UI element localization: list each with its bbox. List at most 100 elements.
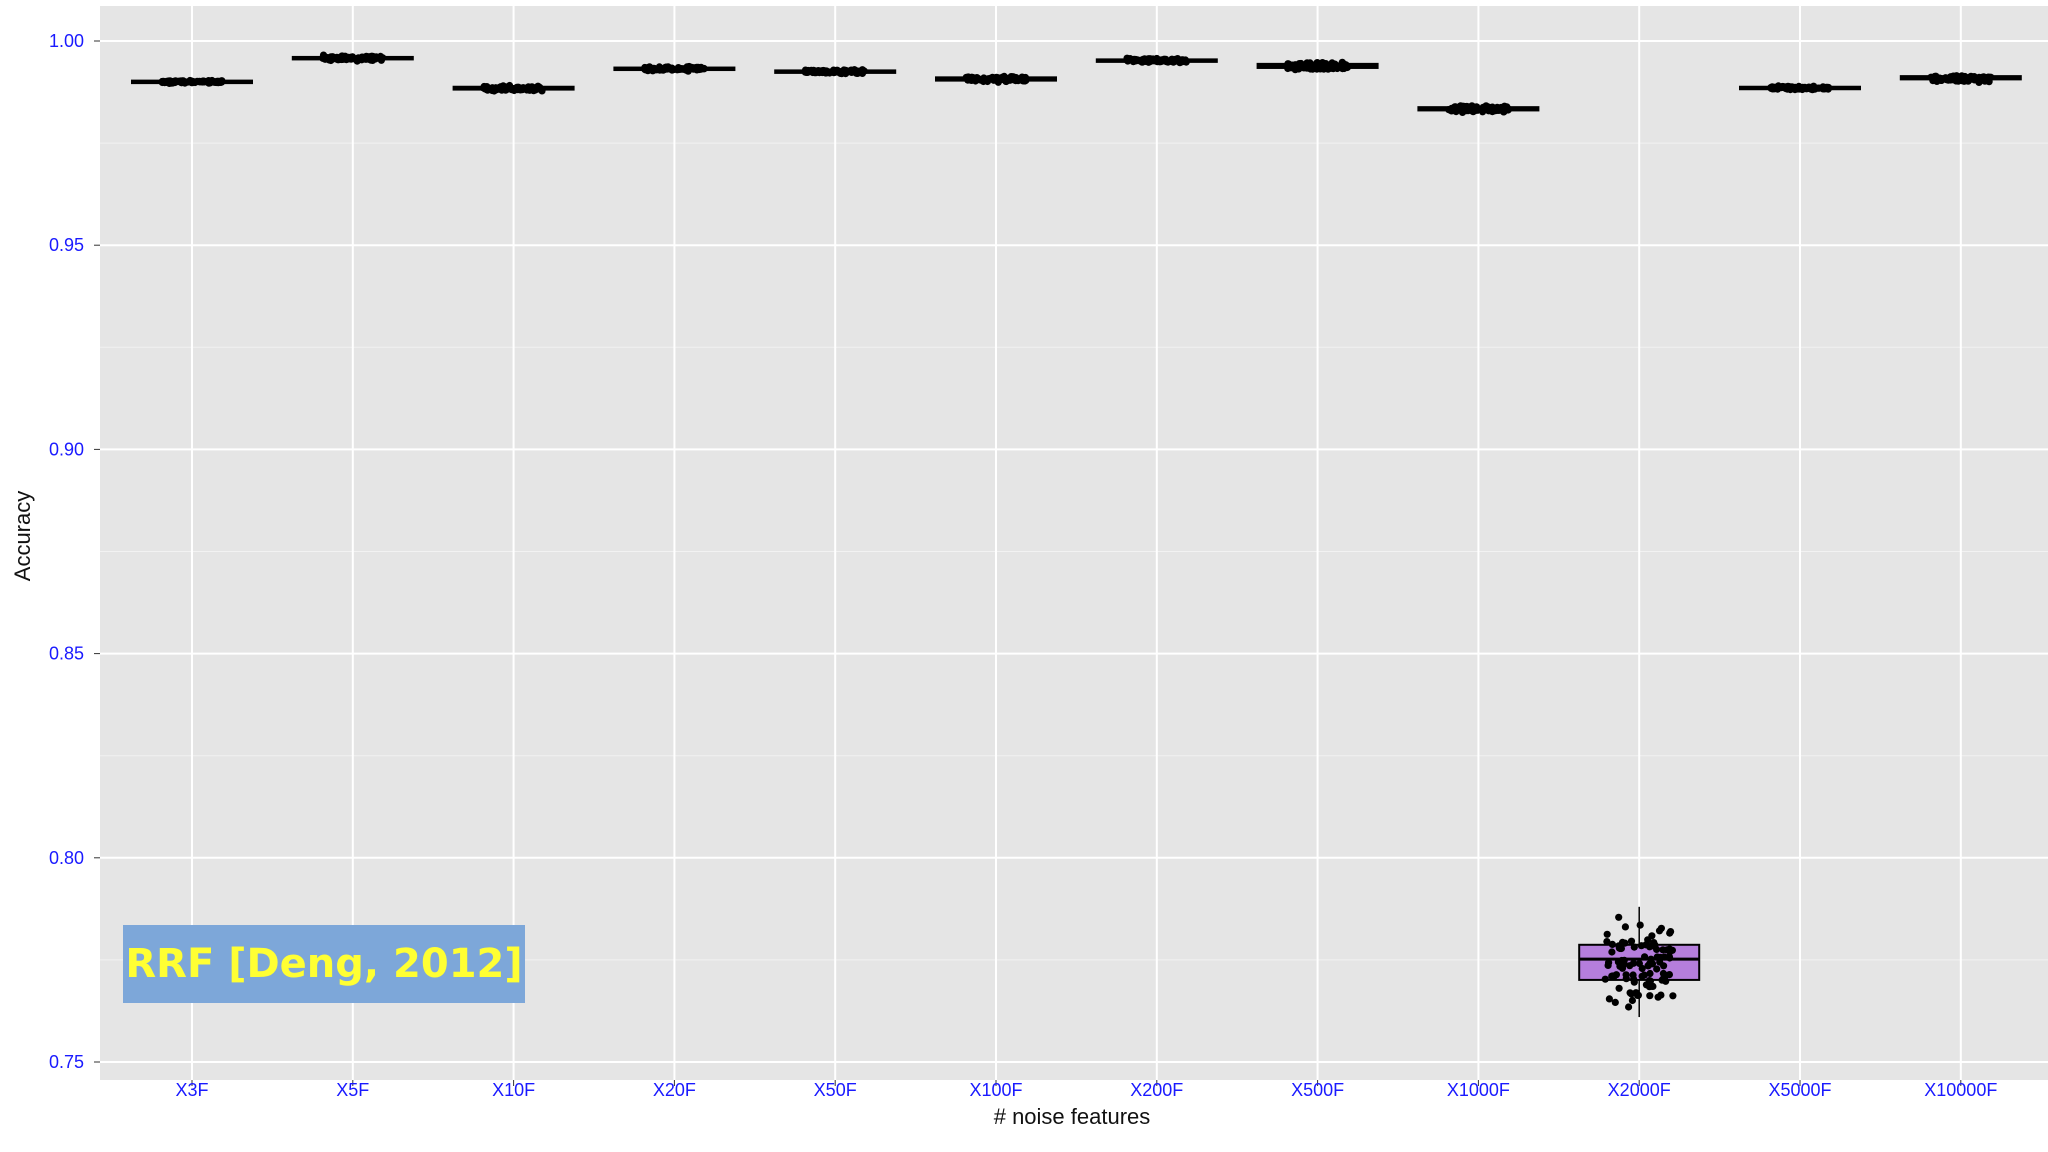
data-point	[1605, 995, 1613, 1003]
data-point	[674, 65, 682, 73]
data-point	[1646, 969, 1654, 978]
data-point	[1628, 996, 1636, 1005]
y-tick-label: 0.80	[49, 848, 84, 868]
data-point	[1171, 55, 1180, 63]
x-tick-label: X5F	[336, 1080, 369, 1100]
data-point	[319, 54, 327, 62]
x-tick-label: X200F	[1130, 1080, 1183, 1100]
y-axis-ticks: 0.75 0.80 0.85 0.90 0.95 1.00	[49, 31, 100, 1072]
data-point	[1649, 942, 1657, 950]
data-point	[1615, 984, 1623, 992]
method-annotation: RRF [Deng, 2012]	[123, 925, 525, 1003]
data-point	[643, 64, 651, 72]
data-point	[521, 84, 529, 92]
data-point	[1622, 971, 1630, 979]
data-point	[664, 65, 672, 73]
data-point	[1320, 65, 1328, 73]
data-point	[1603, 930, 1611, 938]
data-point	[1629, 971, 1637, 979]
y-tick-label: 0.75	[49, 1052, 84, 1072]
data-point	[1661, 974, 1669, 982]
data-point	[839, 69, 847, 77]
data-point	[1608, 940, 1616, 949]
data-point	[1984, 75, 1992, 83]
data-point	[1954, 75, 1962, 83]
data-point	[854, 67, 862, 75]
data-point	[1485, 103, 1493, 111]
data-point	[985, 75, 994, 83]
data-point	[1636, 921, 1644, 929]
data-point	[1293, 62, 1301, 70]
data-point	[1783, 85, 1791, 93]
data-point	[1934, 74, 1942, 82]
data-point	[1649, 982, 1657, 991]
data-point	[204, 79, 212, 87]
data-point	[1666, 945, 1674, 953]
data-point	[181, 79, 189, 87]
jitter-points	[158, 51, 1995, 1011]
x-axis-title: # noise features	[994, 1104, 1151, 1129]
data-point	[649, 67, 657, 75]
data-point	[1654, 993, 1662, 1001]
data-point	[1648, 960, 1657, 968]
y-tick-label: 0.85	[49, 644, 84, 664]
data-point	[685, 65, 694, 74]
data-point	[1630, 943, 1638, 951]
data-point	[1333, 64, 1341, 73]
data-point	[161, 79, 169, 87]
data-point	[1603, 938, 1611, 946]
data-point	[1307, 65, 1315, 73]
data-point	[1608, 948, 1616, 956]
data-point	[1653, 965, 1661, 973]
data-point	[1637, 942, 1645, 950]
data-point	[214, 78, 222, 86]
data-point	[1022, 76, 1030, 84]
data-point	[1009, 73, 1018, 81]
data-point	[1669, 992, 1677, 1000]
data-point	[375, 54, 383, 62]
data-point	[1655, 927, 1664, 935]
x-tick-label: X2000F	[1608, 1080, 1671, 1100]
gridlines	[100, 6, 2048, 1080]
data-point	[821, 67, 829, 75]
x-axis-ticks: X3F X5F X10F X20F X50F X100F X200F X500F X1000F X…	[175, 1080, 1997, 1100]
x-tick-label: X10000F	[1924, 1080, 1997, 1100]
data-point	[1967, 72, 1975, 80]
data-point	[658, 66, 666, 74]
data-point	[1641, 953, 1649, 961]
data-point	[1463, 102, 1471, 111]
data-point	[1003, 76, 1012, 84]
data-point	[353, 57, 361, 65]
y-tick-label: 0.95	[49, 235, 84, 255]
data-point	[166, 78, 174, 86]
plot-panel	[100, 6, 2048, 1080]
x-tick-label: X3F	[175, 1080, 208, 1100]
data-point	[1802, 85, 1811, 93]
x-tick-label: X20F	[653, 1080, 696, 1100]
data-point	[1015, 76, 1023, 84]
x-tick-label: X5000F	[1768, 1080, 1831, 1100]
data-point	[812, 69, 820, 77]
data-point	[1610, 973, 1618, 981]
x-tick-label: X10F	[492, 1080, 535, 1100]
data-point	[480, 84, 488, 92]
data-point	[1473, 106, 1481, 114]
data-point	[1615, 913, 1623, 921]
data-point	[1644, 936, 1652, 944]
x-tick-label: X50F	[814, 1080, 857, 1100]
x-tick-label: X1000F	[1447, 1080, 1510, 1100]
data-point	[992, 73, 1001, 81]
data-point	[979, 75, 987, 84]
data-point	[1818, 84, 1826, 92]
data-point	[534, 85, 542, 93]
data-point	[967, 74, 975, 82]
data-point	[1131, 57, 1139, 65]
y-tick-label: 0.90	[49, 439, 84, 459]
data-point	[1455, 104, 1463, 113]
data-point	[1620, 960, 1628, 968]
data-point	[1638, 964, 1646, 973]
data-point	[496, 85, 504, 93]
data-point	[1767, 84, 1775, 92]
data-point	[1179, 56, 1187, 64]
data-point	[1153, 55, 1161, 63]
